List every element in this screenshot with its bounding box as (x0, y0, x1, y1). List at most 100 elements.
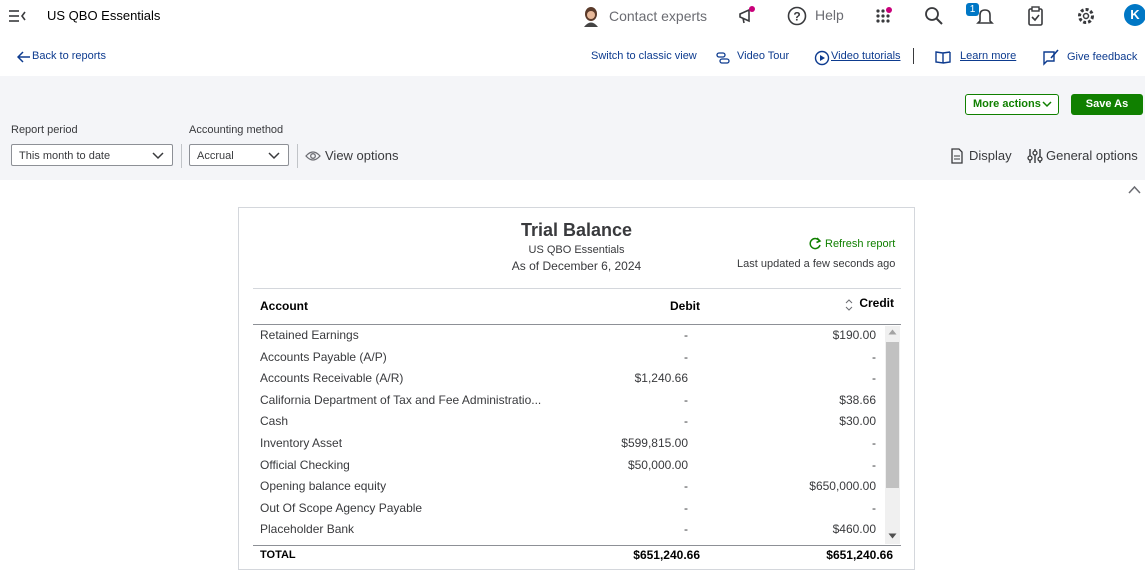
credit-amount: $460.00 (832, 522, 876, 537)
scroll-down[interactable] (888, 533, 897, 539)
table-row[interactable]: Official Checking $50,000.00 - (260, 455, 880, 476)
column-header[interactable]: Credit (859, 296, 894, 310)
debit-amount: - (684, 414, 688, 429)
chevron (268, 152, 280, 160)
video-tour-icon[interactable] (716, 51, 730, 65)
refresh-icon[interactable] (809, 237, 822, 250)
account-name: Out Of Scope Agency Payable (260, 500, 423, 515)
expert-avatar[interactable] (581, 5, 601, 27)
report-period-select[interactable]: This month to date (11, 144, 173, 166)
chevron (1042, 101, 1052, 108)
debit-amount: - (684, 479, 688, 494)
credit-amount: $30.00 (839, 414, 876, 429)
account-name: Accounts Receivable (A/R) (260, 371, 404, 386)
table-row[interactable]: Retained Earnings - $190.00 (260, 325, 880, 346)
announcements-icon[interactable] (737, 6, 757, 26)
report-card (238, 207, 915, 570)
account-name: Official Checking (260, 457, 350, 472)
credit-amount: $38.66 (839, 392, 876, 407)
apps-icon[interactable] (875, 6, 895, 26)
eye-icon[interactable] (305, 150, 321, 162)
account-name: Accounts Payable (A/P) (260, 349, 387, 364)
table-row[interactable]: Cash - $30.00 (260, 411, 880, 432)
help-icon[interactable]: ? (787, 6, 807, 26)
company-name: US QBO Essentials (47, 8, 161, 23)
more-actions-button[interactable]: More actions (965, 94, 1059, 115)
display[interactable]: Display (969, 148, 1012, 163)
table-row[interactable]: Inventory Asset $599,815.00 - (260, 433, 880, 454)
account-name: Retained Earnings (260, 328, 359, 342)
debit-amount: - (684, 328, 688, 342)
divider (253, 288, 901, 289)
divider (253, 545, 901, 546)
credit-amount: $190.00 (832, 328, 876, 342)
report-period-label: Report period (11, 124, 78, 136)
save-as-button[interactable]: Save As (1071, 94, 1143, 115)
total-debit: $651,240.66 (633, 548, 700, 562)
table-row[interactable]: Accounts Payable (A/P) - - (260, 347, 880, 368)
account-name: Opening balance equity (260, 479, 387, 494)
tasks-icon[interactable] (1026, 6, 1046, 26)
account-name: Cash (260, 414, 289, 429)
video-tutorials[interactable]: Video tutorials (831, 50, 901, 62)
table-row[interactable]: Out Of Scope Agency Payable - - (260, 498, 880, 519)
display-icon[interactable] (950, 148, 964, 164)
credit-amount: $650,000.00 (809, 479, 876, 494)
accounting-method-label: Accounting method (189, 124, 284, 136)
account-name: Placeholder Bank (260, 522, 355, 537)
debit-amount: $1,240.66 (634, 371, 688, 386)
switch-classic-view[interactable]: Switch to classic view (591, 50, 697, 62)
collapse-chevron[interactable] (1128, 185, 1141, 194)
credit-amount: - (872, 500, 876, 515)
accounting-method-select[interactable]: Accrual (189, 144, 289, 166)
account-name: California Department of Tax and Fee Adm… (260, 392, 542, 407)
debit-amount: $50,000.00 (627, 457, 688, 472)
search-icon[interactable] (924, 6, 944, 26)
svg-text:?: ? (793, 10, 800, 24)
scroll-up[interactable] (888, 329, 897, 335)
learn-more[interactable]: Learn more (960, 50, 1017, 62)
table-row[interactable]: California Department of Tax and Fee Adm… (260, 390, 880, 411)
credit-amount: - (872, 436, 876, 450)
chevron (152, 152, 164, 160)
column-header[interactable]: Debit (670, 299, 700, 313)
general-options[interactable]: General options (1046, 148, 1138, 163)
help-label[interactable]: Help (815, 7, 844, 23)
video-tour[interactable]: Video Tour (737, 50, 790, 62)
back-to-reports[interactable]: Back to reports (32, 50, 106, 62)
total-credit: $651,240.66 (826, 548, 893, 562)
credit-amount: - (872, 371, 876, 386)
scrollbar-thumb[interactable] (886, 342, 899, 488)
general-options-icon[interactable] (1027, 148, 1043, 164)
video-tutorials-icon[interactable] (814, 50, 830, 66)
account-name: Inventory Asset (260, 436, 343, 450)
credit-amount: - (872, 457, 876, 472)
settings-icon[interactable] (1076, 6, 1096, 26)
menu-icon[interactable] (9, 9, 27, 23)
sort-icon[interactable] (845, 299, 853, 311)
notification-badge: 1 (966, 3, 979, 16)
view-options[interactable]: View options (325, 148, 399, 163)
table-row[interactable]: Opening balance equity - $650,000.00 (260, 476, 880, 497)
table-row[interactable]: Placeholder Bank - $460.00 (260, 519, 880, 540)
debit-amount: - (684, 349, 688, 364)
contact-experts[interactable]: Contact experts (609, 8, 708, 24)
feedback-icon[interactable] (1042, 48, 1060, 66)
debit-amount: - (684, 500, 688, 515)
column-header[interactable]: Account (260, 299, 308, 313)
divider (297, 144, 298, 168)
back-arrow[interactable] (17, 51, 31, 63)
report-as-of: As of December 6, 2024 (511, 259, 642, 273)
bell-icon[interactable] (975, 6, 995, 26)
last-updated: Last updated a few seconds ago (737, 258, 896, 270)
refresh-report[interactable]: Refresh report (825, 238, 896, 250)
give-feedback[interactable]: Give feedback (1067, 51, 1138, 63)
divider (253, 324, 901, 325)
accounting-method-value: Accrual (197, 150, 234, 162)
more-actions-label: More actions (973, 98, 1041, 110)
learn-more-icon[interactable] (935, 50, 953, 64)
user-avatar[interactable]: K (1124, 4, 1145, 26)
table-row[interactable]: Accounts Receivable (A/R) $1,240.66 - (260, 368, 880, 389)
debit-amount: $599,815.00 (621, 436, 688, 450)
